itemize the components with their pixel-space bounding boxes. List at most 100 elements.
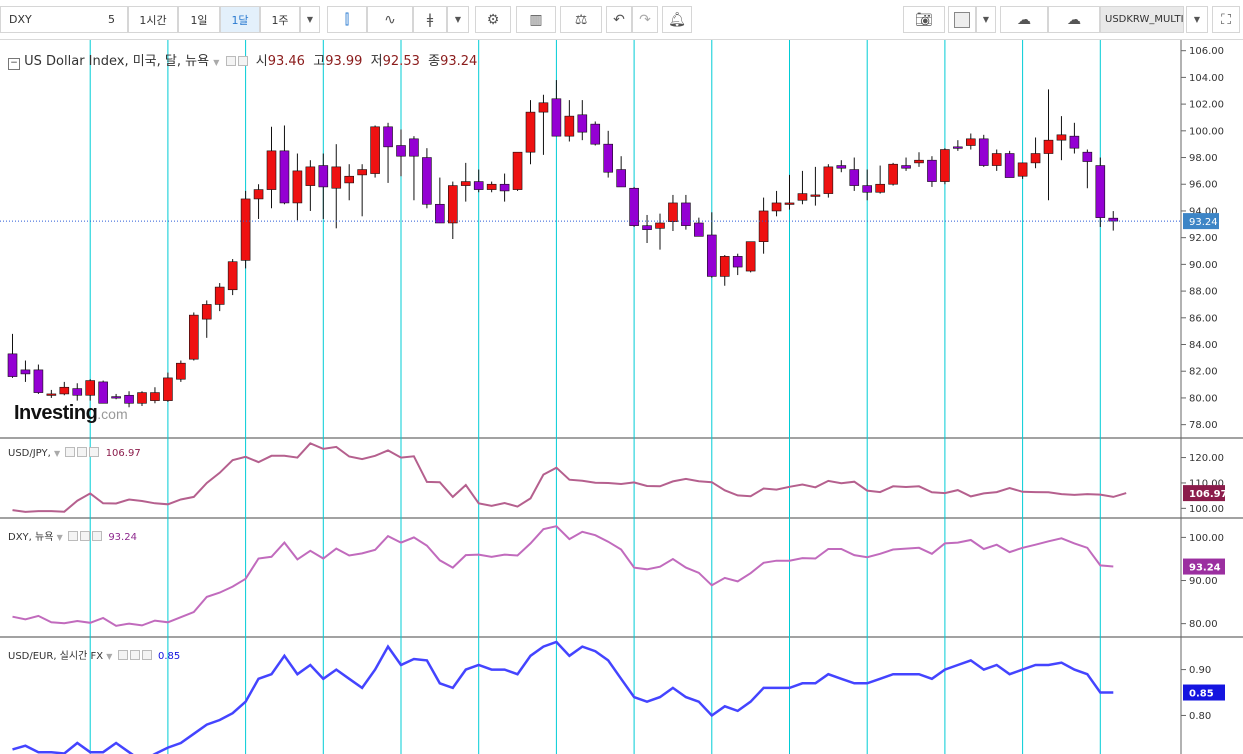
interval-number: 5 — [108, 13, 115, 26]
candle-body — [344, 175, 355, 184]
y-tick-label: 110.00 — [1189, 478, 1224, 489]
gear-icon[interactable] — [79, 531, 90, 541]
compare-symbol-select[interactable]: USDKRW_MULTI — [1100, 6, 1184, 33]
eye-icon[interactable] — [225, 56, 236, 66]
gear-icon[interactable] — [77, 447, 88, 457]
candle-body — [486, 183, 497, 190]
chevron-down-icon: ▼ — [982, 15, 990, 24]
area-style-button[interactable]: ∿ — [367, 6, 413, 33]
indicators-button[interactable]: ǂ — [413, 6, 447, 33]
investing-logo: Investing.com — [14, 402, 128, 425]
indicators-icon: ǂ — [426, 11, 434, 28]
gear-icon[interactable] — [237, 56, 248, 66]
cloud-upload-button[interactable]: ☁ — [1048, 6, 1100, 33]
bar-chart-icon: ▥ — [529, 11, 543, 28]
fullscreen-button[interactable]: ⛶ — [1212, 6, 1240, 33]
candle-body — [991, 153, 1002, 166]
candle-body — [512, 151, 523, 190]
candle-body — [305, 166, 316, 186]
y-tick-label: 86.00 — [1189, 313, 1218, 324]
y-tick-label: 90.00 — [1189, 260, 1218, 271]
chevron-down-icon[interactable]: ▼ — [213, 58, 220, 67]
candle-body — [1095, 165, 1106, 218]
candle-body — [176, 362, 186, 380]
interval-dropdown[interactable]: ▼ — [300, 6, 320, 33]
interval-1w-button[interactable]: 1주 — [260, 6, 300, 33]
eur-legend: USD/EUR, 실시간 FX ▼ 0.85 — [8, 647, 180, 662]
indicator-value-badge — [1183, 558, 1225, 575]
close-icon[interactable] — [91, 531, 102, 541]
candle-body — [499, 183, 510, 192]
candles-style-button[interactable]: ⫿ — [327, 6, 367, 33]
gear-icon[interactable] — [129, 650, 140, 660]
candle-body — [940, 149, 950, 182]
alert-button[interactable]: 🔔︎ — [662, 6, 692, 33]
candle-body — [137, 392, 147, 404]
candle-body — [150, 392, 160, 401]
vertical-gridlines — [89, 40, 1101, 754]
candle-body — [201, 304, 212, 320]
cloud-upload-icon: ☁ — [1067, 11, 1081, 28]
chevron-down-icon[interactable]: ▼ — [56, 533, 63, 542]
candle-body — [409, 138, 419, 157]
fullscreen-icon: ⛶ — [1221, 11, 1231, 28]
eye-icon[interactable] — [65, 447, 76, 457]
close-value: 93.24 — [440, 54, 478, 69]
y-tick-label: 80.00 — [1189, 393, 1218, 404]
open-label: 시 — [255, 54, 268, 69]
undo-button[interactable]: ↶ — [606, 6, 632, 33]
close-label: 종 — [428, 54, 441, 69]
collapse-icon[interactable]: − — [8, 58, 20, 70]
close-icon[interactable] — [89, 447, 100, 457]
candle-body — [59, 386, 70, 395]
color-dropdown[interactable]: ▼ — [976, 6, 996, 33]
color-picker-button[interactable] — [948, 6, 976, 33]
y-tick-label: 0.90 — [1189, 665, 1211, 676]
symbol-input[interactable]: DXY 5 — [0, 6, 128, 33]
y-tick-label: 104.00 — [1189, 73, 1224, 84]
y-tick-label: 98.00 — [1189, 153, 1218, 164]
candle-body — [227, 261, 238, 291]
interval-1h-button[interactable]: 1시간 — [128, 6, 178, 33]
settings-button[interactable]: ⚙ — [475, 6, 511, 33]
candle-body — [1069, 135, 1080, 149]
eye-icon[interactable] — [117, 650, 128, 660]
candle-body — [927, 159, 937, 182]
eye-icon[interactable] — [67, 531, 78, 541]
price-axes: 78.00 80.00 82.00 84.00 86.00 88.00 90.00 92.00… — [1181, 46, 1224, 722]
candle-body — [771, 202, 782, 212]
candle-body — [7, 353, 18, 377]
logo-text: Investing — [14, 402, 98, 424]
y-tick-label: 84.00 — [1189, 340, 1218, 351]
snapshot-button[interactable]: 📷︎ — [903, 6, 945, 33]
candle-body — [253, 189, 264, 200]
y-tick-label: 100.00 — [1189, 504, 1224, 515]
interval-1mo-button[interactable]: 1달 — [220, 6, 260, 33]
candle-body — [564, 115, 575, 137]
scale-icon: ⚖ — [574, 11, 588, 28]
chart-area[interactable]: 78.00 80.00 82.00 84.00 86.00 88.00 90.00 92.00… — [0, 40, 1243, 754]
candle-body — [20, 369, 31, 375]
candle-body — [1082, 151, 1093, 162]
candle-body — [435, 203, 445, 224]
y-tick-label: 78.00 — [1189, 420, 1218, 431]
compare-button[interactable]: ⚖ — [560, 6, 602, 33]
indicators-dropdown[interactable]: ▼ — [447, 6, 469, 33]
redo-button[interactable]: ↷ — [632, 6, 658, 33]
chevron-down-icon[interactable]: ▼ — [106, 652, 113, 661]
interval-1d-button[interactable]: 1일 — [178, 6, 220, 33]
high-value: 93.99 — [325, 54, 363, 69]
square-icon — [954, 11, 970, 28]
studies-button[interactable]: ▥ — [516, 6, 556, 33]
indicator-line — [12, 525, 1114, 627]
compare-dropdown[interactable]: ▼ — [1186, 6, 1208, 33]
candle-body — [862, 185, 873, 193]
cloud-download-button[interactable]: ☁ — [1000, 6, 1048, 33]
close-icon[interactable] — [141, 650, 152, 660]
candle-body — [719, 256, 730, 277]
undo-icon: ↶ — [613, 11, 625, 28]
candle-body — [46, 393, 57, 396]
eur-value: 0.85 — [157, 651, 181, 662]
chevron-down-icon: ▼ — [306, 15, 314, 24]
chevron-down-icon[interactable]: ▼ — [53, 449, 61, 458]
